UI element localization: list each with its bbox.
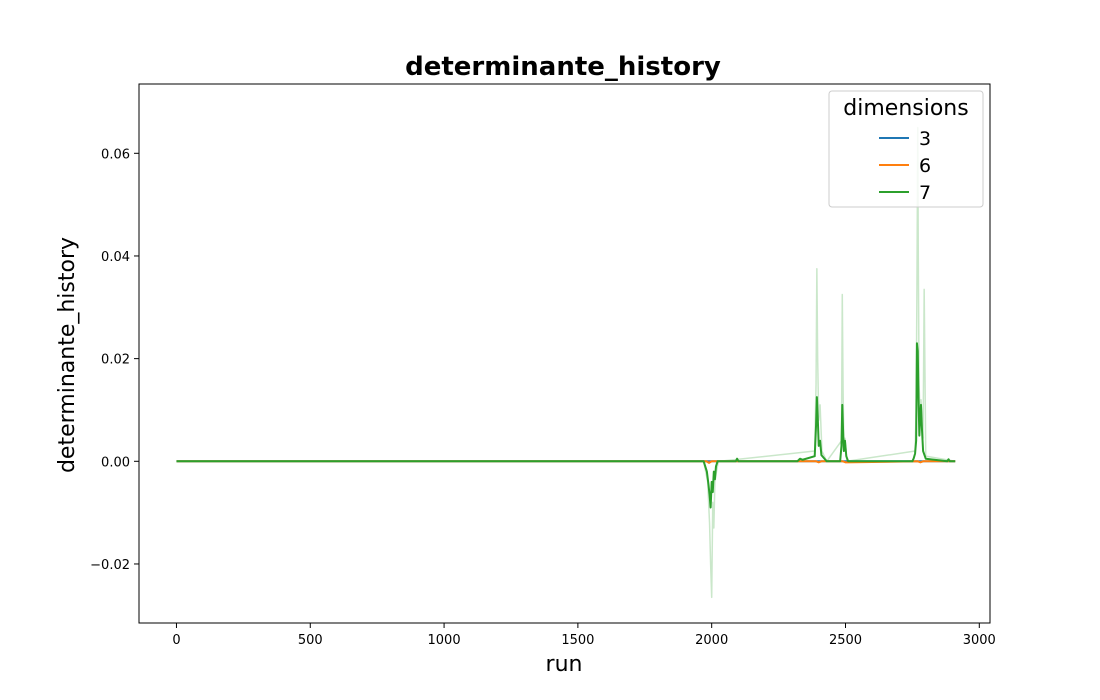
legend-entries: 3 6 7: [879, 128, 931, 204]
legend: dimensions 3 6 7: [828, 90, 984, 208]
y-tick-label: −0.02: [90, 558, 130, 573]
x-tick-label: 1000: [428, 633, 461, 648]
legend-title: dimensions: [843, 96, 968, 121]
y-axis-ticks: −0.02 0.00 0.02 0.04 0.06: [90, 147, 139, 573]
x-tick-label: 2000: [695, 633, 728, 648]
legend-label-7: 7: [919, 182, 931, 204]
x-tick-label: 500: [298, 633, 323, 648]
legend-label-6: 6: [919, 155, 931, 177]
x-axis-ticks: 0 500 1000 1500 2000 2500 3000: [172, 623, 996, 648]
x-axis-label: run: [546, 652, 583, 677]
chart-title: determinante_history: [405, 52, 721, 82]
series-line-7: [176, 342, 956, 509]
y-tick-label: 0.00: [101, 455, 130, 470]
legend-label-3: 3: [919, 128, 931, 150]
plot-frame: [138, 83, 991, 624]
legend-box: [828, 90, 984, 208]
series-line-6: [176, 460, 956, 464]
y-axis-label: determinante_history: [55, 237, 80, 473]
x-tick-label: 0: [172, 633, 180, 648]
x-tick-label: 2500: [829, 633, 862, 648]
y-tick-label: 0.04: [101, 250, 130, 265]
y-tick-label: 0.06: [101, 147, 130, 162]
series-layer: [176, 126, 956, 599]
x-tick-label: 1500: [561, 633, 594, 648]
y-tick-label: 0.02: [101, 353, 130, 368]
x-tick-label: 3000: [963, 633, 996, 648]
